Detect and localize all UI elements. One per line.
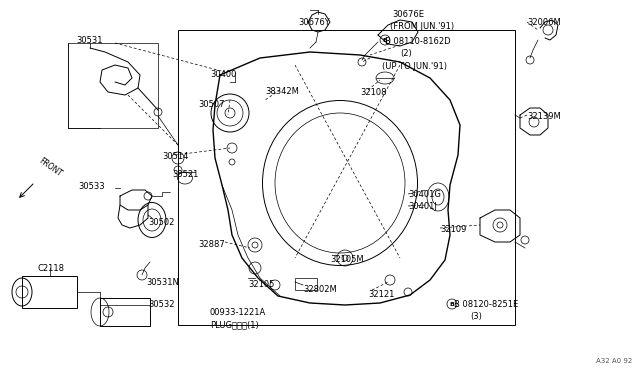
Bar	[295, 278, 317, 290]
Text: FRONT: FRONT	[37, 157, 63, 179]
Text: B 08120-8251E: B 08120-8251E	[454, 300, 518, 309]
Text: 32802M: 32802M	[303, 285, 337, 294]
Text: 32121: 32121	[368, 290, 394, 299]
Text: 30400: 30400	[210, 70, 236, 79]
Bar	[178, 30, 515, 325]
Text: (3): (3)	[470, 312, 482, 321]
Text: 30502: 30502	[148, 218, 174, 227]
Bar	[68, 43, 158, 128]
Text: 32105M: 32105M	[330, 255, 364, 264]
Bar	[100, 298, 150, 326]
Text: (FROM JUN.'91): (FROM JUN.'91)	[390, 22, 454, 31]
Text: 30676E: 30676E	[392, 10, 424, 19]
Text: 30533: 30533	[78, 182, 104, 191]
Text: 32109: 32109	[440, 225, 467, 234]
Text: 32108: 32108	[360, 88, 387, 97]
Bar	[22, 276, 77, 308]
Text: C2118: C2118	[38, 264, 65, 273]
Text: 30521: 30521	[172, 170, 198, 179]
Text: PLUGプラグ(1): PLUGプラグ(1)	[210, 320, 259, 329]
Text: 30531: 30531	[77, 36, 103, 45]
Text: 32139M: 32139M	[527, 112, 561, 121]
Text: 00933-1221A: 00933-1221A	[210, 308, 266, 317]
Text: 32887: 32887	[198, 240, 225, 249]
Text: 30531N: 30531N	[146, 278, 179, 287]
Text: 30401J: 30401J	[408, 202, 437, 211]
Text: 30676Y: 30676Y	[298, 18, 330, 27]
Text: 32105: 32105	[248, 280, 275, 289]
Text: (2): (2)	[400, 49, 412, 58]
Text: B 08110-8162D: B 08110-8162D	[385, 37, 451, 46]
Text: B: B	[383, 38, 387, 42]
Text: 30507: 30507	[198, 100, 225, 109]
Text: 30401G: 30401G	[408, 190, 441, 199]
Text: (UP TO JUN.'91): (UP TO JUN.'91)	[382, 62, 447, 71]
Text: 32006M: 32006M	[527, 18, 561, 27]
Text: 30514: 30514	[162, 152, 188, 161]
Text: B: B	[449, 301, 454, 307]
Text: 30532: 30532	[148, 300, 175, 309]
Text: 38342M: 38342M	[265, 87, 299, 96]
Text: A32 A0 92: A32 A0 92	[596, 358, 632, 364]
